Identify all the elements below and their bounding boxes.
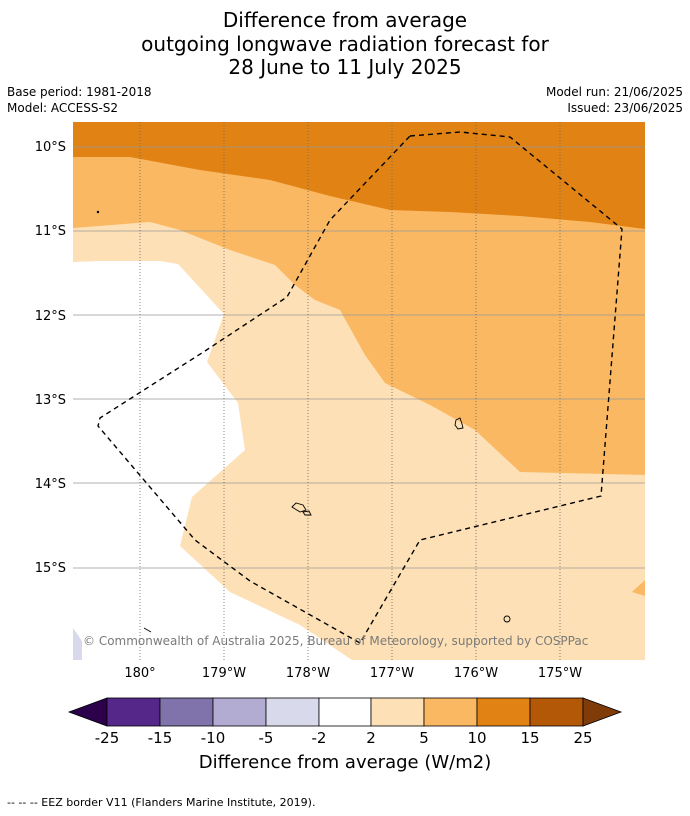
copyright-notice: © Commonwealth of Australia 2025, Bureau… <box>83 634 588 648</box>
islands <box>96 210 511 633</box>
colorbar-tick: 15 <box>520 729 539 747</box>
colorbar-bin <box>370 697 425 727</box>
lat-labels: 10°S 11°S 12°S 13°S 14°S 15°S <box>35 140 66 576</box>
colorbar <box>67 697 623 727</box>
lon-label: 179°W <box>202 666 246 681</box>
map-area: © Commonwealth of Australia 2025, Bureau… <box>73 122 645 660</box>
island-small <box>503 615 511 623</box>
island-alofi <box>302 510 312 516</box>
colorbar-tick: 10 <box>467 729 486 747</box>
colorbar-bin <box>529 697 584 727</box>
lat-gridlines <box>73 146 645 569</box>
colorbar-title: Difference from average (W/m2) <box>198 752 492 773</box>
colorbar-arrow-max <box>582 697 623 727</box>
lat-label: 11°S <box>35 224 66 239</box>
lat-label: 13°S <box>35 393 66 408</box>
neutral-region <box>73 261 352 660</box>
islet-dot <box>96 210 100 214</box>
lon-label: 177°W <box>370 666 414 681</box>
colorbar-tick: -10 <box>201 729 226 747</box>
lon-label: 180° <box>124 666 155 681</box>
colorbar-tick: 25 <box>573 729 592 747</box>
colorbar-tick-labels: -25 -15 -10 -5 -2 2 5 10 15 25 <box>95 729 593 747</box>
colorbar-tick: -15 <box>148 729 173 747</box>
colorbar-tick: 2 <box>366 729 376 747</box>
colorbar-bin <box>318 697 372 727</box>
lon-labels: 180° 179°W 178°W 177°W 176°W 175°W <box>124 666 582 681</box>
anomaly-patch-5-10 <box>632 580 645 596</box>
lon-label: 176°W <box>454 666 498 681</box>
model-run: Model run: 21/06/2025 <box>545 85 683 99</box>
issued-date: Issued: 23/06/2025 <box>567 101 683 115</box>
colorbar-bin <box>106 697 161 727</box>
eez-legend-note: -- -- -- EEZ border V11 (Flanders Marine… <box>7 796 316 809</box>
lon-label: 175°W <box>538 666 582 681</box>
lat-label: 15°S <box>35 561 66 576</box>
reef-left <box>143 627 152 633</box>
lat-label: 10°S <box>35 140 66 155</box>
colorbar-tick: -25 <box>95 729 120 747</box>
colorbar-bin <box>476 697 531 727</box>
colorbar-arrow-min <box>67 697 108 727</box>
title-line-2: outgoing longwave radiation forecast for <box>141 32 549 56</box>
title-line-3: 28 June to 11 July 2025 <box>228 55 462 79</box>
colorbar-bin <box>423 697 478 727</box>
anomaly-patch-neg-2-5 <box>73 628 82 660</box>
colorbar-tick: 5 <box>419 729 429 747</box>
lat-label: 14°S <box>35 477 66 492</box>
island-futuna <box>291 502 307 513</box>
island-wallis <box>454 417 464 430</box>
model-name: Model: ACCESS-S2 <box>7 101 119 115</box>
colorbar-bin <box>212 697 267 727</box>
eez-border <box>97 131 623 644</box>
colorbar-bin <box>265 697 320 727</box>
base-period: Base period: 1981-2018 <box>7 85 152 99</box>
colorbar-bin <box>159 697 214 727</box>
colorbar-tick: -5 <box>259 729 274 747</box>
title-line-1: Difference from average <box>222 8 468 32</box>
colorbar-tick: -2 <box>312 729 327 747</box>
map-figure: © Commonwealth of Australia 2025, Bureau… <box>35 122 645 747</box>
lon-label: 178°W <box>286 666 330 681</box>
lat-label: 12°S <box>35 309 66 324</box>
